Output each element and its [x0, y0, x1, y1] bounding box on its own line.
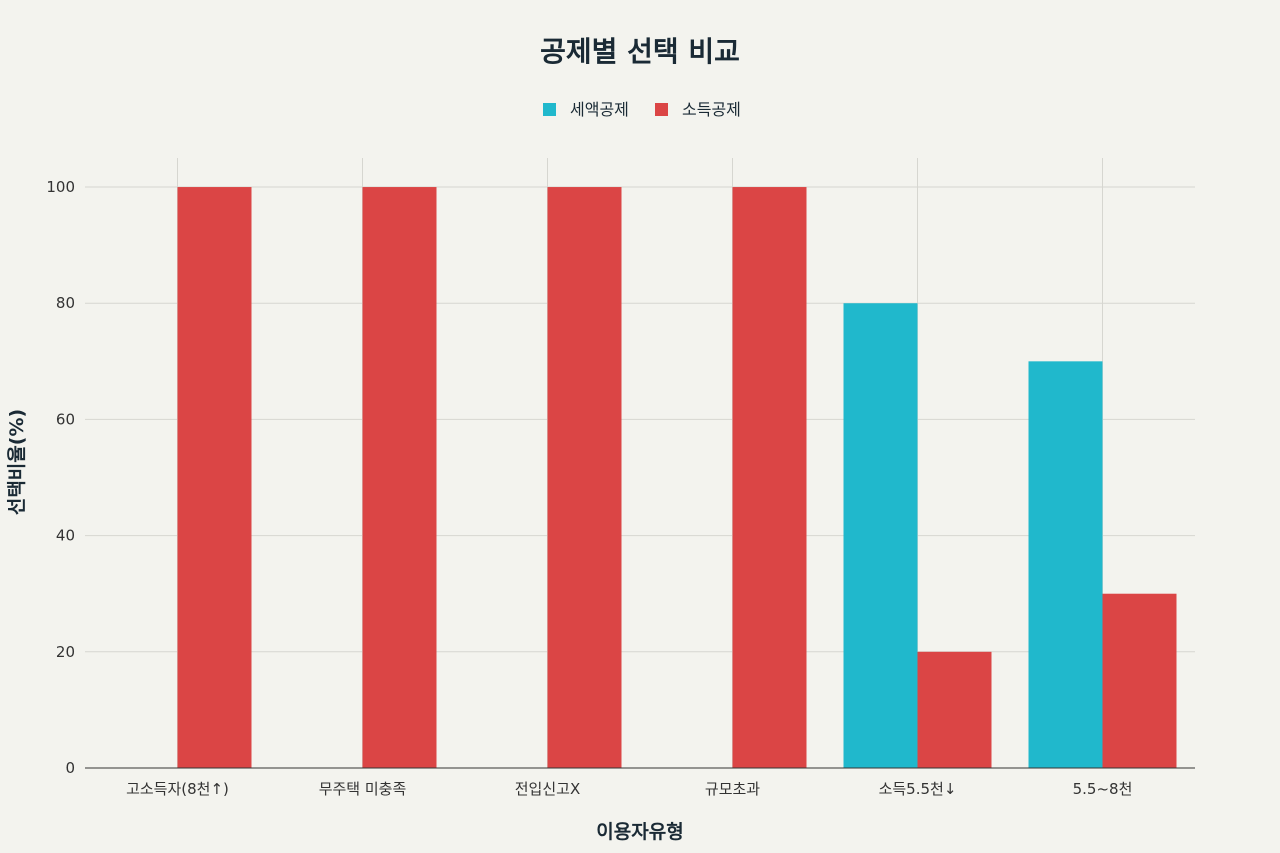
legend-swatch-0	[543, 103, 556, 116]
bar-income-deduction	[1102, 593, 1177, 768]
legend-label-0: 세액공제	[570, 100, 629, 119]
y-tick-labels: 0 20 40 60 80 100	[46, 178, 75, 777]
bar-tax-credit	[1028, 361, 1103, 768]
x-tick-labels: 고소득자(8천↑) 무주택 미충족 전입신고X 규모초과 소득5.5천↓ 5.5~8천	[126, 780, 1132, 798]
y-axis-title: 선택비율(%)	[6, 409, 28, 515]
x-tick-label: 소득5.5천↓	[879, 780, 957, 798]
y-tick-label: 20	[56, 643, 75, 661]
x-tick-label: 5.5~8천	[1073, 780, 1133, 798]
y-tick-label: 40	[56, 527, 75, 545]
y-tick-label: 0	[65, 759, 75, 777]
y-tick-label: 80	[56, 294, 75, 312]
x-tick-label: 규모초과	[705, 780, 760, 798]
x-axis-title: 이용자유형	[596, 821, 683, 843]
bar-tax-credit	[843, 303, 918, 768]
legend: 세액공제 소득공제	[543, 100, 741, 119]
x-tick-label: 무주택 미충족	[319, 780, 407, 798]
chart-title: 공제별 선택 비교	[540, 35, 740, 68]
bar-income-deduction	[732, 187, 807, 769]
bar-income-deduction	[917, 651, 992, 768]
bars	[177, 187, 1177, 769]
bar-income-deduction	[177, 187, 252, 769]
bar-income-deduction	[547, 187, 622, 769]
y-tick-label: 100	[46, 178, 75, 196]
bar-income-deduction	[362, 187, 437, 769]
x-tick-label: 전입신고X	[515, 780, 580, 798]
x-tick-label: 고소득자(8천↑)	[126, 780, 229, 798]
legend-swatch-1	[655, 103, 668, 116]
y-tick-label: 60	[56, 410, 75, 428]
legend-label-1: 소득공제	[682, 100, 741, 119]
